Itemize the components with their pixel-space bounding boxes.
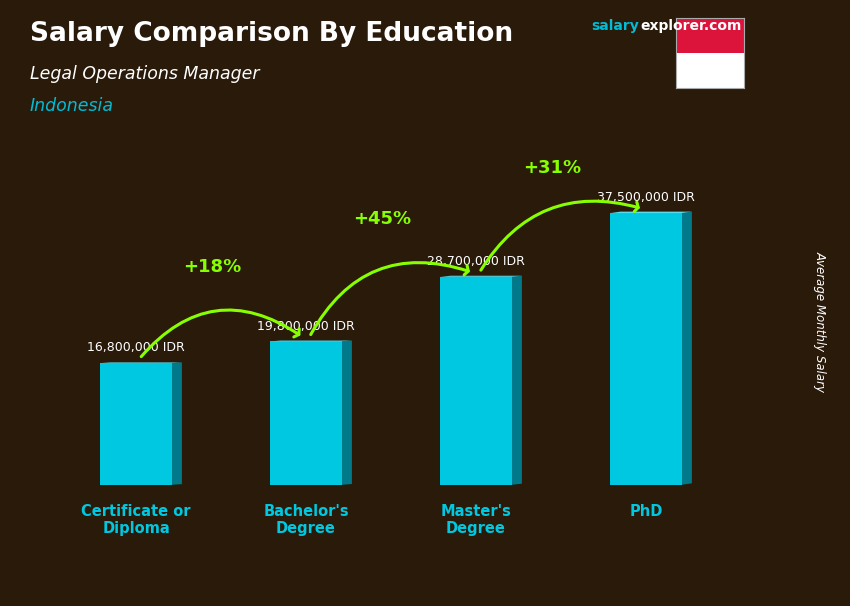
Text: 16,800,000 IDR: 16,800,000 IDR: [87, 341, 184, 355]
Polygon shape: [172, 362, 182, 485]
Polygon shape: [512, 276, 522, 485]
Text: +31%: +31%: [524, 159, 581, 177]
Bar: [100, 363, 172, 485]
Text: Indonesia: Indonesia: [30, 97, 114, 115]
Text: 37,500,000 IDR: 37,500,000 IDR: [597, 191, 695, 204]
Polygon shape: [342, 341, 352, 485]
Bar: [610, 213, 682, 485]
Text: Salary Comparison By Education: Salary Comparison By Education: [30, 21, 513, 47]
Polygon shape: [610, 211, 692, 213]
Text: +18%: +18%: [184, 258, 241, 276]
Text: +45%: +45%: [354, 210, 411, 228]
Text: 28,700,000 IDR: 28,700,000 IDR: [427, 255, 525, 268]
Bar: [270, 341, 342, 485]
Text: salary: salary: [591, 19, 638, 33]
Polygon shape: [100, 362, 182, 363]
Polygon shape: [682, 211, 692, 485]
Bar: [440, 277, 512, 485]
Bar: [676, 53, 744, 88]
Text: 19,800,000 IDR: 19,800,000 IDR: [257, 319, 355, 333]
Text: explorer.com: explorer.com: [640, 19, 741, 33]
Text: Average Monthly Salary: Average Monthly Salary: [813, 251, 827, 391]
Polygon shape: [440, 276, 522, 277]
Text: Legal Operations Manager: Legal Operations Manager: [30, 65, 259, 84]
